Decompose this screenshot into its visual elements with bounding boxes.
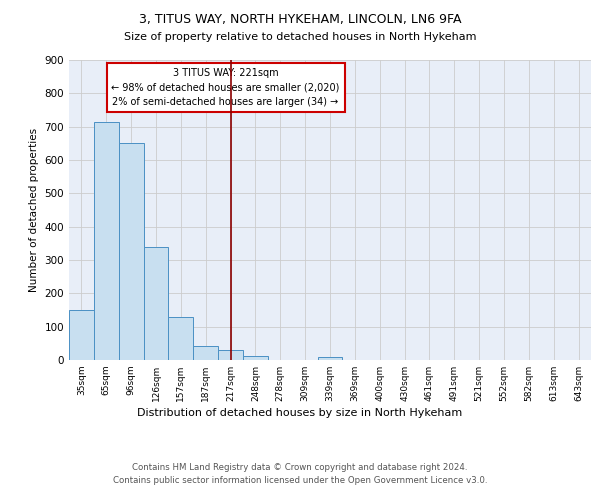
Text: Distribution of detached houses by size in North Hykeham: Distribution of detached houses by size … (137, 408, 463, 418)
Bar (218, 350, 243, 360)
Text: 3 TITUS WAY: 221sqm
← 98% of detached houses are smaller (2,020)
2% of semi-deta: 3 TITUS WAY: 221sqm ← 98% of detached ho… (112, 68, 340, 107)
Bar (243, 356, 268, 360)
Bar (119, 144, 143, 360)
Text: Size of property relative to detached houses in North Hykeham: Size of property relative to detached ho… (124, 32, 476, 42)
Y-axis label: Number of detached properties: Number of detached properties (29, 128, 39, 292)
Bar (94, 122, 119, 360)
Text: 3, TITUS WAY, NORTH HYKEHAM, LINCOLN, LN6 9FA: 3, TITUS WAY, NORTH HYKEHAM, LINCOLN, LN… (139, 12, 461, 26)
Text: Contains HM Land Registry data © Crown copyright and database right 2024.: Contains HM Land Registry data © Crown c… (132, 462, 468, 471)
Bar (143, 246, 169, 360)
Bar (193, 346, 218, 360)
Bar (69, 310, 94, 360)
Bar (317, 358, 343, 360)
Bar (169, 316, 193, 360)
Text: Contains public sector information licensed under the Open Government Licence v3: Contains public sector information licen… (113, 476, 487, 485)
